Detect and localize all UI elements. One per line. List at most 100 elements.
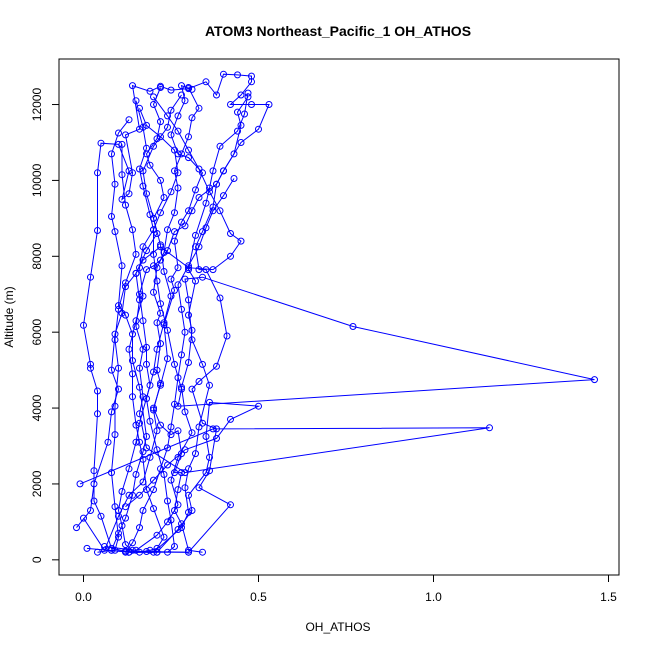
data-point [255, 402, 262, 410]
data-point [174, 184, 182, 192]
data-point [216, 207, 224, 215]
data-point [132, 546, 140, 554]
data-point [153, 531, 161, 539]
data-point [136, 491, 143, 499]
data-point [181, 222, 189, 230]
data-point [181, 408, 189, 416]
series [94, 116, 150, 556]
data-point [153, 548, 161, 556]
data-point [111, 402, 119, 410]
data-point [202, 78, 210, 86]
series [83, 93, 252, 556]
data-point [199, 273, 206, 281]
series [80, 70, 273, 556]
data-point [83, 544, 91, 552]
data-point [174, 526, 182, 533]
data-point [125, 116, 133, 124]
data-point [171, 507, 178, 514]
data-point [73, 524, 80, 532]
data-point [164, 548, 171, 556]
data-point [192, 450, 199, 458]
y-axis-label: Altitude (m) [2, 286, 16, 347]
data-point [195, 378, 203, 385]
data-point [108, 469, 115, 477]
data-point [136, 438, 143, 446]
data-point [188, 385, 196, 393]
data-point [164, 123, 171, 131]
data-point [160, 194, 168, 201]
data-point [157, 209, 164, 217]
data-point [115, 364, 122, 372]
data-point [591, 376, 598, 384]
data-point [143, 144, 150, 152]
data-point [171, 209, 178, 217]
data-point [153, 446, 161, 454]
data-point [104, 438, 112, 446]
data-point [195, 243, 203, 251]
data-point [230, 175, 238, 182]
data-point [227, 252, 234, 260]
data-point [202, 433, 210, 440]
data-point [132, 317, 140, 325]
data-point [195, 266, 203, 274]
data-point [115, 533, 122, 541]
data-point [115, 385, 122, 393]
series-line [97, 119, 148, 553]
data-point [164, 461, 171, 469]
data-point [160, 268, 168, 275]
data-point [220, 167, 227, 175]
data-point [199, 360, 206, 368]
data-point [185, 133, 192, 141]
data-point [227, 230, 234, 237]
y-axis: 0 2000 4000 6000 8000 10000 12000 [30, 88, 60, 563]
data-point [185, 264, 192, 272]
data-point [164, 226, 171, 234]
data-point [234, 71, 241, 79]
data-point [94, 169, 101, 177]
data-point [150, 93, 157, 101]
data-point [136, 419, 143, 427]
data-point [118, 488, 126, 495]
data-point [188, 326, 196, 334]
data-point [164, 326, 171, 334]
data-point [94, 548, 101, 556]
data-point [174, 169, 182, 177]
data-point [188, 429, 196, 437]
data-point [136, 165, 143, 173]
data-point [90, 480, 98, 488]
data-point [150, 288, 157, 296]
data-point [178, 305, 185, 313]
data-point [80, 514, 87, 522]
data-point [139, 317, 147, 325]
data-point [87, 507, 94, 514]
data-point [171, 400, 178, 408]
series [125, 104, 182, 556]
data-point [174, 402, 182, 410]
data-point [136, 296, 143, 304]
data-point [90, 467, 98, 475]
data-point [153, 544, 161, 552]
data-point [111, 228, 119, 236]
data-point [139, 393, 147, 401]
data-point [143, 395, 150, 403]
data-point [185, 154, 192, 162]
data-point [174, 453, 182, 461]
series-line [135, 100, 595, 553]
data-point [185, 548, 192, 556]
data-point [80, 321, 87, 329]
data-point [139, 292, 147, 300]
data-point [181, 446, 189, 454]
x-axis-label: OH_ATHOS [305, 620, 370, 634]
data-point [153, 319, 161, 327]
x-tick-label: 1.0 [425, 590, 442, 604]
data-point [146, 546, 154, 554]
data-point [122, 548, 129, 556]
series-line [128, 108, 179, 553]
data-point [157, 176, 164, 184]
data-point [213, 91, 220, 99]
data-point [108, 544, 115, 552]
data-point [87, 360, 94, 368]
data-point [136, 104, 143, 112]
data-point [174, 281, 182, 289]
data-point [213, 434, 220, 442]
